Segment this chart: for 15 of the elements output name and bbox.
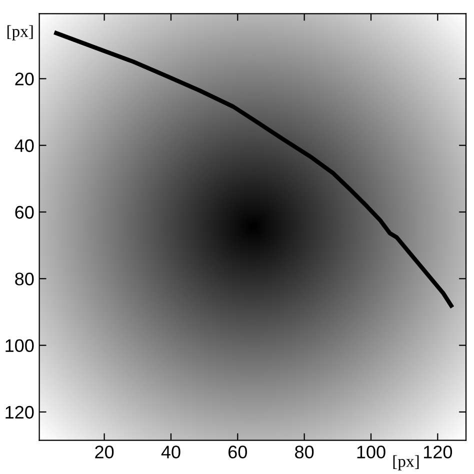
x-axis-title: [px] (393, 455, 419, 470)
y-tick-label: 100 (6, 339, 34, 352)
x-tick-label: 80 (295, 446, 314, 458)
y-tick-label: 60 (15, 206, 34, 219)
x-tick-label: 20 (95, 446, 114, 458)
line-series (52, 30, 454, 310)
y-tick-label: 40 (14, 139, 34, 152)
x-tick-label: 120 (424, 446, 452, 458)
x-tick-label: 40 (161, 446, 180, 458)
y-tick-label: 80 (15, 272, 34, 286)
y-axis-title: [px] (7, 25, 33, 40)
x-tick-label: 60 (228, 446, 247, 458)
y-tick-label: 20 (15, 72, 34, 86)
y-tick-label: 120 (6, 406, 34, 419)
x-tick-label: 100 (357, 446, 386, 458)
